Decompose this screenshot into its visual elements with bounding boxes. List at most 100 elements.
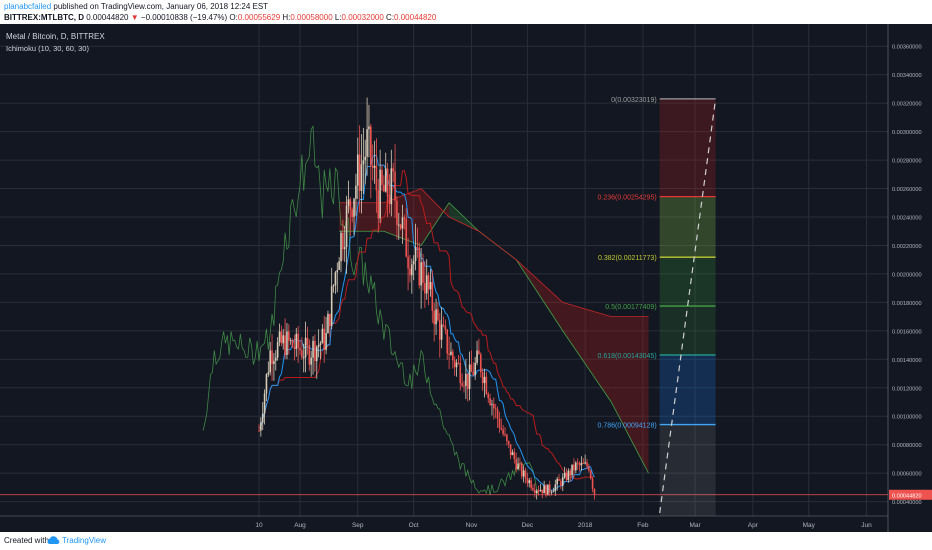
candle xyxy=(273,352,275,381)
candle xyxy=(500,418,503,431)
low-value: 0.00032000 xyxy=(341,13,384,22)
candle-body xyxy=(452,351,454,361)
candle-body xyxy=(418,247,421,286)
candle xyxy=(308,339,311,371)
candle-body xyxy=(550,492,553,494)
candle-body xyxy=(558,478,560,481)
price-chart[interactable]: 0(0.00323019) 0.236(0.00254295) 0.382(0.00… xyxy=(0,24,932,532)
candle-body xyxy=(554,484,557,492)
candle-body xyxy=(414,247,417,261)
price-tick-label: 0.00320000 xyxy=(892,102,922,108)
candle-body xyxy=(356,154,359,186)
price-tick-label: 0.00160000 xyxy=(892,329,922,335)
candle xyxy=(507,440,510,448)
candle xyxy=(541,489,544,499)
candle-body xyxy=(519,463,521,465)
candle xyxy=(276,337,279,361)
price-axis xyxy=(888,24,932,532)
fib-level-label: 0.786(0.00094128) xyxy=(598,423,657,430)
candle xyxy=(452,348,454,369)
candle xyxy=(472,361,475,376)
candle xyxy=(295,327,298,357)
chart-panel[interactable]: 0(0.00323019) 0.236(0.00254295) 0.382(0.00… xyxy=(0,24,932,532)
candle-body xyxy=(282,335,285,344)
candle-body xyxy=(263,393,266,414)
candle-body xyxy=(515,458,517,469)
candle-body xyxy=(455,362,458,368)
author-link[interactable]: planabcfailed xyxy=(4,2,52,11)
candle-body xyxy=(496,409,499,419)
candle xyxy=(558,474,560,481)
candle xyxy=(450,342,452,356)
candle-body xyxy=(368,126,370,130)
candle-body xyxy=(589,470,592,479)
candle xyxy=(481,368,484,391)
candle-body xyxy=(489,398,491,405)
candle-body xyxy=(332,285,335,287)
candle xyxy=(524,467,527,484)
candle-body xyxy=(517,463,519,469)
price-tick-label: 0.00040000 xyxy=(892,500,922,506)
candle-body xyxy=(276,342,279,358)
tradingview-brand[interactable]: TradingView xyxy=(62,536,107,545)
candle-body xyxy=(588,466,590,471)
candle xyxy=(366,97,368,176)
candle xyxy=(317,329,320,358)
candle xyxy=(511,449,514,456)
candle xyxy=(345,195,348,274)
ichimoku-span-b xyxy=(339,188,649,318)
candle xyxy=(388,174,391,214)
candle xyxy=(343,225,346,262)
candle-body xyxy=(297,333,299,349)
candle-body xyxy=(329,313,331,326)
fib-level-label: 0.618(0.00143045) xyxy=(598,353,657,360)
candle-body xyxy=(500,427,503,430)
candle xyxy=(519,457,521,471)
candle-body xyxy=(493,403,495,409)
candle xyxy=(414,223,417,271)
candle xyxy=(340,230,342,273)
candle-body xyxy=(291,340,294,348)
series-legend: Metal / Bitcoin, D, BITTREX xyxy=(6,32,105,41)
candle xyxy=(293,334,296,361)
candle-body xyxy=(265,374,268,394)
candle-body xyxy=(411,264,413,276)
ichimoku-base-line xyxy=(258,170,595,480)
candle-body xyxy=(575,462,577,471)
candle-body xyxy=(563,472,566,478)
candle xyxy=(448,336,450,370)
candle xyxy=(418,242,421,289)
candle xyxy=(427,272,430,306)
candle-body xyxy=(584,462,586,464)
candle-body xyxy=(465,373,467,386)
price-tick-label: 0.00280000 xyxy=(892,159,922,165)
candle xyxy=(291,338,294,348)
candle-body xyxy=(315,346,318,362)
candle xyxy=(267,361,270,377)
candle-body xyxy=(457,362,460,364)
candle-body xyxy=(578,463,581,466)
candle xyxy=(396,195,398,240)
price-tick-label: 0.00300000 xyxy=(892,130,922,136)
candle xyxy=(468,351,471,401)
candle-body xyxy=(476,350,478,363)
candle xyxy=(422,253,424,291)
candle-body xyxy=(407,256,409,269)
candle-body xyxy=(576,462,579,464)
candle xyxy=(381,164,383,191)
time-tick-label: Mar xyxy=(689,522,701,529)
candle xyxy=(532,484,534,492)
change-value: −0.00010838 (−19.47%) xyxy=(140,13,228,22)
candle-body xyxy=(312,340,314,358)
candle xyxy=(297,325,299,363)
candle xyxy=(493,397,495,420)
candle-body xyxy=(370,126,372,166)
candle xyxy=(323,315,326,363)
candle xyxy=(431,270,434,323)
fib-zone xyxy=(659,257,716,307)
candle-body xyxy=(502,429,504,435)
candle xyxy=(479,352,482,378)
candle-body xyxy=(472,371,475,376)
candle-body xyxy=(547,484,549,496)
candle-body xyxy=(435,309,437,325)
